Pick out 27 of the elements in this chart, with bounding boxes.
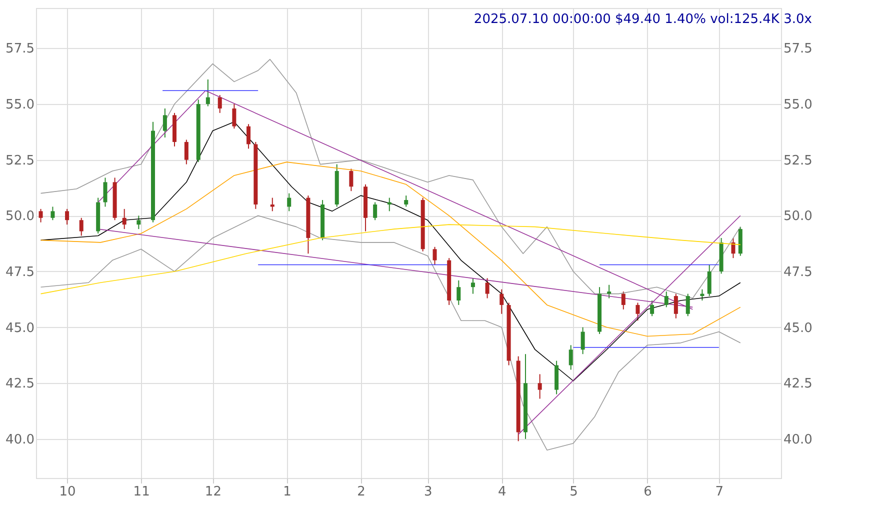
y2-tick-label: 47.5 [784, 264, 812, 280]
y-tick-label: 45.0 [6, 320, 34, 336]
x-tick-label: 7 [715, 484, 724, 500]
x-tick-label: 3 [424, 484, 432, 500]
chart-title: 2025.07.10 00:00:00 $49.40 1.40% vol:125.4K 3.0x [474, 12, 812, 27]
x-tick-label: 4 [498, 484, 506, 500]
y-tick-label: 50.0 [6, 209, 34, 224]
y-tick-label: 55.0 [6, 98, 34, 113]
x-tick-label: 2 [357, 484, 366, 500]
x-tick-label: 5 [570, 484, 578, 500]
x-tick-label: 11 [133, 484, 150, 500]
y2-tick-label: 50.0 [784, 209, 812, 224]
y-tick-label: 40.0 [6, 432, 34, 448]
y2-tick-label: 57.5 [784, 42, 812, 57]
y-tick-label: 52.5 [6, 153, 34, 168]
y2-tick-label: 40.0 [784, 432, 812, 448]
y2-tick-label: 42.5 [784, 376, 812, 392]
x-tick-label: 12 [204, 484, 222, 500]
y2-tick-label: 55.0 [784, 98, 812, 113]
y-tick-label: 47.5 [6, 264, 34, 280]
x-tick-label: 1 [283, 484, 292, 500]
y2-tick-label: 45.0 [784, 320, 812, 336]
x-tick-label: 10 [59, 484, 76, 500]
y-tick-label: 42.5 [6, 376, 34, 392]
y-tick-label: 57.5 [6, 42, 34, 57]
y2-tick-label: 52.5 [784, 153, 812, 168]
x-tick-label: 6 [644, 484, 652, 500]
